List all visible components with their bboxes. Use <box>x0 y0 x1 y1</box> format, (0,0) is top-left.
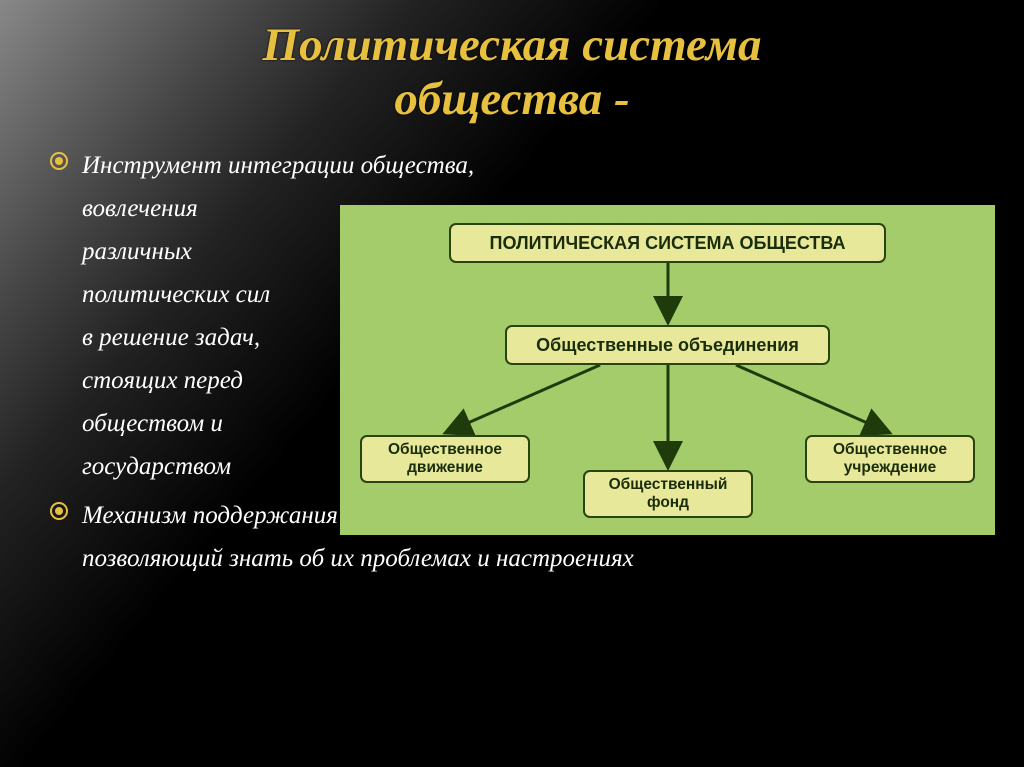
page-title: Политическая система общества - <box>0 0 1024 126</box>
bullet-1-lead: Инструмент интеграции общества, <box>82 144 782 187</box>
title-line-2: общества - <box>0 72 1024 126</box>
diagram-node-leaf1: Общественное движение <box>360 435 530 483</box>
diagram-node-leaf3: Общественное учреждение <box>805 435 975 483</box>
diagram-node-mid: Общественные объединения <box>505 325 830 365</box>
diagram-edge <box>445 365 600 433</box>
bullet-marker-icon <box>50 152 68 170</box>
diagram-panel: ПОЛИТИЧЕСКАЯ СИСТЕМА ОБЩЕСТВА Общественны… <box>340 205 995 535</box>
title-line-1: Политическая система <box>0 18 1024 72</box>
bullet-marker-icon <box>50 502 68 520</box>
diagram-node-leaf2: Общественный фонд <box>583 470 753 518</box>
diagram-node-root: ПОЛИТИЧЕСКАЯ СИСТЕМА ОБЩЕСТВА <box>449 223 886 263</box>
diagram-edge <box>736 365 890 433</box>
